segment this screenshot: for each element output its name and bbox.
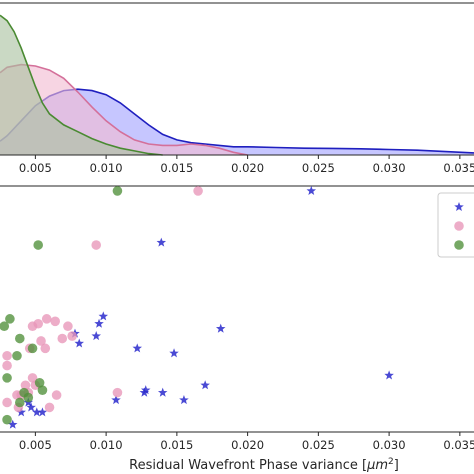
scatter-point-star bbox=[179, 395, 189, 405]
legend-marker-star bbox=[454, 202, 464, 212]
density-area-2 bbox=[0, 15, 163, 155]
scatter-point-circle-2 bbox=[27, 343, 38, 354]
scatter-point-circle-1 bbox=[41, 314, 52, 324]
scatter-tick-label: 0.025 bbox=[302, 438, 335, 452]
density-tick-label: 0.010 bbox=[90, 161, 123, 175]
scatter-point-circle-1 bbox=[36, 336, 46, 346]
scatter-point-circle-2 bbox=[12, 350, 22, 361]
scatter-point-circle-2 bbox=[5, 314, 15, 324]
scatter-point-circle-1 bbox=[2, 360, 12, 371]
scatter-point-star bbox=[306, 185, 317, 195]
density-tick-label: 0.030 bbox=[373, 161, 406, 175]
scatter-point-circle-1 bbox=[27, 321, 38, 332]
legend bbox=[437, 192, 474, 258]
scatter-point-circle-2 bbox=[2, 414, 12, 425]
scatter-point-circle-2 bbox=[15, 333, 25, 344]
scatter-point-star bbox=[7, 419, 18, 429]
density-tick-label: 0.025 bbox=[302, 161, 335, 175]
scatter-plot-x-ticks: 0.005 0.010 0.015 0.020 0.025 0.030 0.035 bbox=[19, 432, 474, 452]
scatter-tick-label: 0.030 bbox=[373, 438, 406, 452]
scatter-point-star bbox=[26, 402, 36, 412]
scatter-point-star bbox=[157, 387, 168, 397]
scatter-point-circle-2 bbox=[112, 186, 123, 196]
scatter-point-circle-1 bbox=[40, 343, 51, 354]
density-tick-label: 0.020 bbox=[231, 161, 264, 175]
scatter-point-circle-1 bbox=[27, 373, 38, 383]
scatter-point-circle-1 bbox=[44, 402, 55, 413]
scatter-point-star bbox=[215, 323, 226, 333]
scatter-point-star bbox=[91, 331, 101, 341]
scatter-point-circle-1 bbox=[67, 331, 77, 341]
scatter-point-star bbox=[98, 311, 109, 321]
scatter-point-circle-1 bbox=[2, 350, 12, 361]
scatter-point-star bbox=[132, 343, 142, 353]
scatter-point-circle-2 bbox=[37, 385, 48, 395]
scatter-point-star bbox=[32, 407, 42, 417]
scatter-point-circle-2 bbox=[0, 321, 10, 332]
density-plot: 0.005 0.010 0.015 0.020 0.025 0.030 0.035 bbox=[0, 2, 474, 175]
scatter-point-star bbox=[140, 385, 151, 395]
density-tick-label: 0.005 bbox=[19, 161, 52, 175]
scatter-point-circle-2 bbox=[15, 397, 25, 408]
scatter-point-star bbox=[384, 370, 394, 380]
density-areas bbox=[0, 14, 474, 156]
scatter-point-circle-1 bbox=[193, 186, 203, 196]
x-axis-label: Residual Wavefront Phase variance [μm2] bbox=[129, 457, 399, 473]
scatter-tick-label: 0.020 bbox=[231, 438, 264, 452]
density-plot-x-ticks: 0.005 0.010 0.015 0.020 0.025 0.030 0.035 bbox=[19, 155, 474, 175]
scatter-point-circle-2 bbox=[2, 373, 12, 383]
scatter-point-star bbox=[139, 387, 150, 397]
scatter-point-circle-1 bbox=[51, 390, 62, 400]
legend-markers bbox=[454, 202, 464, 250]
density-tick-label: 0.015 bbox=[160, 161, 193, 175]
scatter-point-star bbox=[37, 407, 48, 417]
scatter-point-star bbox=[111, 395, 121, 405]
scatter-plot: 0.005 0.010 0.015 0.020 0.025 0.030 0.035 Resi… bbox=[0, 185, 474, 473]
scatter-tick-label: 0.015 bbox=[160, 438, 193, 452]
scatter-point-circle-2 bbox=[23, 392, 34, 403]
legend-marker-circle-1 bbox=[454, 221, 464, 231]
scatter-point-circle-1 bbox=[2, 397, 12, 408]
legend-marker-circle-2 bbox=[454, 240, 464, 250]
scatter-point-star bbox=[94, 318, 104, 328]
scatter-point-star bbox=[200, 380, 210, 390]
scatter-point-star bbox=[169, 348, 179, 358]
scatter-point-star bbox=[16, 407, 26, 417]
scatter-point-circle-1 bbox=[63, 321, 73, 332]
scatter-point-circle-2 bbox=[33, 240, 44, 250]
scatter-point-circle-1 bbox=[112, 387, 123, 398]
scatter-tick-label: 0.010 bbox=[90, 438, 123, 452]
scatter-point-star bbox=[156, 237, 167, 247]
scatter-tick-label: 0.005 bbox=[19, 438, 52, 452]
scatter-tick-label: 0.035 bbox=[443, 438, 474, 452]
density-line-1 bbox=[0, 63, 248, 156]
scatter-point-circle-1 bbox=[91, 240, 102, 250]
scatter-point-circle-1 bbox=[20, 380, 31, 391]
scatter-points bbox=[0, 185, 394, 429]
scatter-point-circle-1 bbox=[57, 333, 68, 344]
density-tick-label: 0.035 bbox=[443, 161, 474, 175]
scatter-point-circle-1 bbox=[50, 316, 60, 327]
density-line-2 bbox=[0, 14, 163, 156]
scatter-point-circle-2 bbox=[34, 378, 45, 388]
scatter-point-star bbox=[74, 338, 84, 348]
